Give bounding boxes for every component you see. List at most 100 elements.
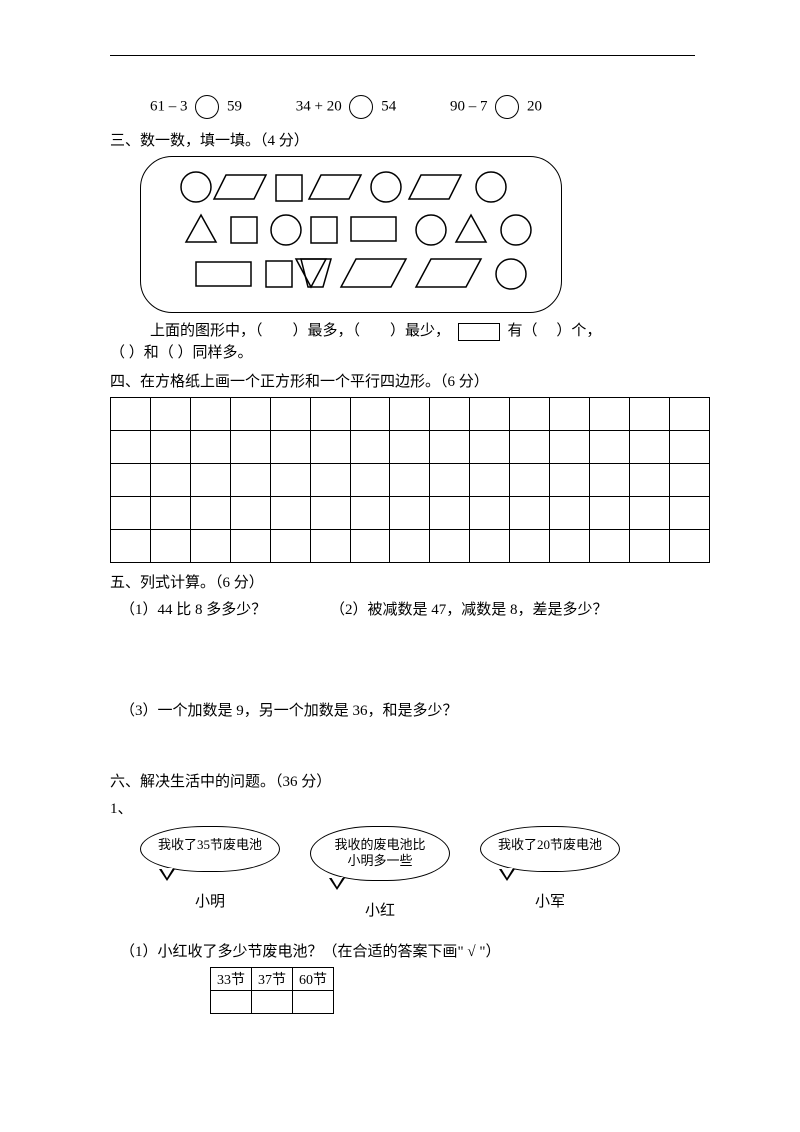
grid-cell[interactable]	[230, 397, 270, 430]
grid-cell[interactable]	[350, 397, 390, 430]
answer-blank-cell[interactable]	[252, 991, 293, 1014]
grid-cell[interactable]	[550, 529, 590, 562]
grid-cell[interactable]	[390, 397, 430, 430]
grid-cell[interactable]	[629, 463, 669, 496]
q3-fill-line2: （ ）和（ ）同样多。	[110, 341, 700, 362]
grid-cell[interactable]	[390, 463, 430, 496]
grid-cell[interactable]	[150, 463, 190, 496]
grid-cell[interactable]	[470, 496, 510, 529]
grid-cell[interactable]	[350, 529, 390, 562]
grid-cell[interactable]	[190, 463, 230, 496]
grid-cell[interactable]	[629, 529, 669, 562]
text: 有（	[508, 323, 538, 339]
gap	[110, 619, 700, 699]
answer-blank-cell[interactable]	[293, 991, 334, 1014]
grid-cell[interactable]	[590, 430, 630, 463]
grid-cell[interactable]	[230, 529, 270, 562]
grid-cell[interactable]	[470, 430, 510, 463]
grid-cell[interactable]	[669, 496, 709, 529]
grid-table[interactable]	[110, 397, 710, 563]
grid-cell[interactable]	[390, 430, 430, 463]
answer-blank-row[interactable]	[211, 991, 334, 1014]
grid-cell[interactable]	[150, 397, 190, 430]
grid-cell[interactable]	[350, 463, 390, 496]
compare-left: 34 + 20	[296, 98, 342, 114]
grid-cell[interactable]	[590, 529, 630, 562]
grid-cell[interactable]	[470, 397, 510, 430]
grid-cell[interactable]	[669, 397, 709, 430]
grid-cell[interactable]	[270, 463, 310, 496]
circle-icon[interactable]	[495, 95, 519, 119]
grid-cell[interactable]	[310, 496, 350, 529]
grid-cell[interactable]	[470, 463, 510, 496]
circle-icon[interactable]	[195, 95, 219, 119]
grid-cell[interactable]	[310, 463, 350, 496]
grid-cell[interactable]	[310, 397, 350, 430]
grid-cell[interactable]	[350, 496, 390, 529]
speech-bubble: 我收了20节废电池	[480, 826, 620, 872]
grid-cell[interactable]	[629, 496, 669, 529]
rect-icon	[458, 323, 500, 341]
grid-cell[interactable]	[510, 397, 550, 430]
text: ）最少，	[390, 323, 450, 339]
answer-cell[interactable]: 37节	[252, 968, 293, 991]
grid-cell[interactable]	[230, 496, 270, 529]
grid-cell[interactable]	[150, 529, 190, 562]
grid-cell[interactable]	[430, 529, 470, 562]
answer-blank-cell[interactable]	[211, 991, 252, 1014]
grid-cell[interactable]	[111, 463, 151, 496]
gap	[110, 720, 700, 770]
grid-cell[interactable]	[629, 397, 669, 430]
circle-icon[interactable]	[349, 95, 373, 119]
grid-cell[interactable]	[390, 529, 430, 562]
grid-cell[interactable]	[430, 397, 470, 430]
grid-cell[interactable]	[270, 496, 310, 529]
grid-cell[interactable]	[111, 397, 151, 430]
grid-cell[interactable]	[111, 430, 151, 463]
compare-item-3: 90 – 7 20	[450, 95, 542, 119]
grid-cell[interactable]	[150, 430, 190, 463]
grid-cell[interactable]	[430, 463, 470, 496]
grid-cell[interactable]	[310, 430, 350, 463]
answer-cell[interactable]: 60节	[293, 968, 334, 991]
shapes-svg	[141, 157, 561, 312]
grid-cell[interactable]	[390, 496, 430, 529]
grid-cell[interactable]	[590, 463, 630, 496]
grid-cell[interactable]	[669, 463, 709, 496]
grid-cell[interactable]	[270, 430, 310, 463]
grid-cell[interactable]	[590, 496, 630, 529]
grid-cell[interactable]	[510, 463, 550, 496]
grid-cell[interactable]	[550, 463, 590, 496]
grid-cell[interactable]	[190, 529, 230, 562]
grid-cell[interactable]	[310, 529, 350, 562]
grid-cell[interactable]	[510, 430, 550, 463]
grid-cell[interactable]	[669, 430, 709, 463]
grid-cell[interactable]	[111, 496, 151, 529]
grid-cell[interactable]	[230, 463, 270, 496]
grid-cell[interactable]	[270, 397, 310, 430]
grid-cell[interactable]	[550, 397, 590, 430]
grid-cell[interactable]	[350, 430, 390, 463]
grid-cell[interactable]	[510, 529, 550, 562]
top-rule	[110, 55, 695, 56]
grid-cell[interactable]	[150, 496, 190, 529]
grid-cell[interactable]	[510, 496, 550, 529]
grid-cell[interactable]	[190, 397, 230, 430]
grid-cell[interactable]	[550, 496, 590, 529]
grid-cell[interactable]	[430, 430, 470, 463]
grid-cell[interactable]	[270, 529, 310, 562]
grid-cell[interactable]	[230, 430, 270, 463]
grid-cell[interactable]	[590, 397, 630, 430]
grid-cell[interactable]	[629, 430, 669, 463]
grid-cell[interactable]	[111, 529, 151, 562]
answer-table[interactable]: 33节 37节 60节	[210, 967, 334, 1014]
answer-cell[interactable]: 33节	[211, 968, 252, 991]
grid-cell[interactable]	[669, 529, 709, 562]
grid-cell[interactable]	[430, 496, 470, 529]
grid-cell[interactable]	[550, 430, 590, 463]
grid-cell[interactable]	[470, 529, 510, 562]
bubble-name: 小明	[140, 890, 280, 911]
grid-cell[interactable]	[190, 430, 230, 463]
grid-cell[interactable]	[190, 496, 230, 529]
compare-left: 90 – 7	[450, 98, 488, 114]
